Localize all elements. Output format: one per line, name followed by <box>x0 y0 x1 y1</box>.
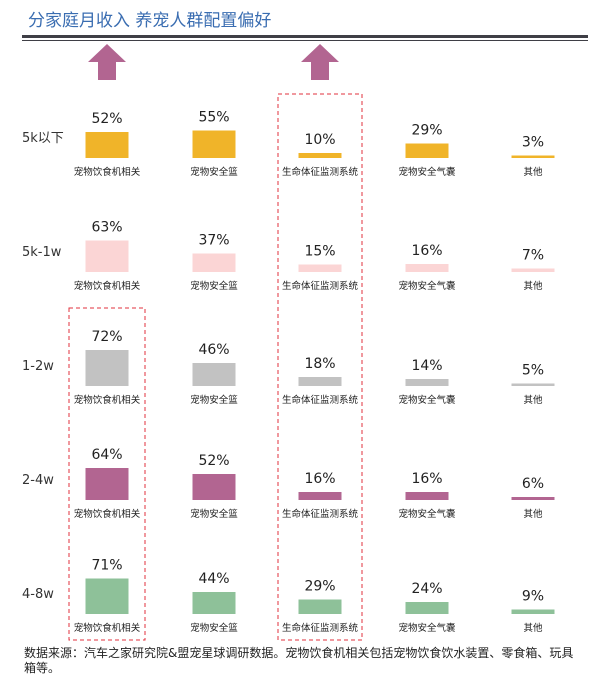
bar <box>85 468 129 500</box>
category-label: 其他 <box>523 394 543 406</box>
bar <box>298 492 342 500</box>
category-label: 其他 <box>523 166 543 178</box>
bar <box>192 592 236 614</box>
category-label: 生命体征监测系统 <box>282 280 359 292</box>
data-label: 7% <box>522 248 544 264</box>
data-label: 37% <box>198 233 229 249</box>
bar <box>298 264 342 272</box>
category-label: 宠物安全篮 <box>190 166 238 178</box>
title-rule-thin <box>22 40 588 41</box>
bar <box>85 240 129 272</box>
category-label: 生命体征监测系统 <box>282 394 359 406</box>
category-label: 宠物安全气囊 <box>398 394 456 406</box>
row-label: 5k-1w <box>22 245 62 260</box>
data-label: 9% <box>522 589 544 605</box>
category-label: 宠物安全篮 <box>190 394 238 406</box>
data-label: 52% <box>91 111 122 127</box>
data-label: 52% <box>198 453 229 469</box>
category-label: 宠物饮食机相关 <box>74 508 141 520</box>
bar <box>85 350 129 386</box>
row-label: 1-2w <box>22 359 54 374</box>
data-label: 5% <box>522 363 544 379</box>
up-arrow-column-2 <box>301 44 339 80</box>
data-label: 72% <box>91 329 122 345</box>
data-label: 16% <box>304 471 335 487</box>
data-label: 46% <box>198 342 229 358</box>
bar <box>511 268 555 272</box>
category-label: 宠物安全篮 <box>190 508 238 520</box>
bar <box>192 130 236 158</box>
data-label: 16% <box>411 243 442 259</box>
highlight-box-cells <box>68 307 146 641</box>
bar <box>192 363 236 386</box>
bar <box>405 143 449 158</box>
bar <box>405 602 449 614</box>
data-label: 16% <box>411 471 442 487</box>
data-label: 64% <box>91 447 122 463</box>
up-arrow-column-0 <box>88 44 126 80</box>
bar <box>511 155 555 158</box>
data-label: 29% <box>411 123 442 139</box>
bar <box>511 383 555 386</box>
category-label: 生命体征监测系统 <box>282 166 359 178</box>
bar <box>298 599 342 614</box>
data-label: 55% <box>198 110 229 126</box>
data-label: 3% <box>522 135 544 151</box>
category-label: 宠物安全篮 <box>190 622 238 634</box>
data-label: 63% <box>91 220 122 236</box>
data-label: 14% <box>411 358 442 374</box>
category-label: 宠物饮食机相关 <box>74 280 141 292</box>
category-label: 其他 <box>523 508 543 520</box>
category-label: 宠物安全气囊 <box>398 166 456 178</box>
category-label: 宠物饮食机相关 <box>74 394 141 406</box>
category-label: 宠物安全气囊 <box>398 508 456 520</box>
data-label: 44% <box>198 571 229 587</box>
bar <box>405 264 449 272</box>
bar <box>405 379 449 386</box>
data-label: 18% <box>304 356 335 372</box>
category-label: 其他 <box>523 622 543 634</box>
title-rule-thick <box>22 35 588 38</box>
category-label: 宠物安全气囊 <box>398 280 456 292</box>
category-label: 其他 <box>523 280 543 292</box>
row-label: 5k以下 <box>22 131 64 146</box>
bar <box>405 492 449 500</box>
data-label: 15% <box>304 244 335 260</box>
bar <box>298 377 342 386</box>
category-label: 宠物饮食机相关 <box>74 622 141 634</box>
data-label: 71% <box>91 558 122 574</box>
category-label: 生命体征监测系统 <box>282 622 359 634</box>
row-label: 4-8w <box>22 587 54 602</box>
bar <box>298 153 342 158</box>
data-label: 24% <box>411 581 442 597</box>
bar <box>511 497 555 500</box>
highlight-box-column-2 <box>277 93 363 641</box>
chart-title: 分家庭月收入 养宠人群配置偏好 <box>28 11 272 31</box>
bar <box>511 609 555 614</box>
category-label: 宠物饮食机相关 <box>74 166 141 178</box>
category-label: 宠物安全气囊 <box>398 622 456 634</box>
bar <box>192 253 236 272</box>
bar <box>192 474 236 500</box>
row-label: 2-4w <box>22 473 54 488</box>
source-note: 数据来源：汽车之家研究院&盟宠星球调研数据。宠物饮食机相关包括宠物饮食饮水装置、… <box>24 646 574 675</box>
bar <box>85 132 129 158</box>
data-label: 10% <box>304 132 335 148</box>
data-label: 29% <box>304 579 335 595</box>
data-label: 6% <box>522 476 544 492</box>
bar <box>85 578 129 614</box>
category-label: 宠物安全篮 <box>190 280 238 292</box>
category-label: 生命体征监测系统 <box>282 508 359 520</box>
